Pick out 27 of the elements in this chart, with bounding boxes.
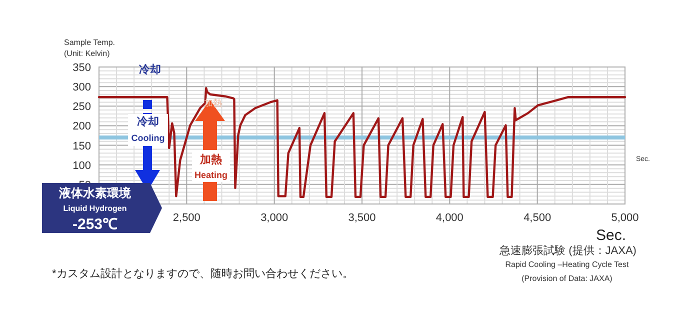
text: 急速膨張試験 (提供：JAXA) <box>498 244 636 257</box>
y-tick-label: 250 <box>72 101 91 114</box>
annotation: Cooling <box>131 133 165 143</box>
text: -253℃ <box>72 216 118 233</box>
annotation: 冷却 <box>137 115 159 128</box>
annotation: 液体水素環境 <box>58 186 132 200</box>
annotation: 加熱 <box>199 153 222 166</box>
x-tick-label: 3,500 <box>348 212 376 224</box>
text: Rapid Cooling –Heating Cycle Test <box>505 260 630 269</box>
x-tick-label: 2,500 <box>172 212 200 224</box>
text: (Provision of Data: JAXA) <box>522 274 613 283</box>
x-tick-label: 4,500 <box>524 212 552 224</box>
annotation: 冷却 <box>139 63 161 76</box>
x-tick-label: 5,000 <box>611 212 639 224</box>
annotation: Liquid Hydrogen <box>63 204 127 213</box>
text: *カスタム設計となりますので、随時お問い合わせください。 <box>52 267 354 280</box>
y-tick-label: 350 <box>72 62 91 74</box>
y-axis-title: Sample Temp. (Unit: Kelvin) <box>64 38 115 58</box>
x-tick-label: 4,000 <box>436 212 464 224</box>
y-tick-label: 200 <box>72 120 91 133</box>
y-tick-label: 150 <box>72 140 91 152</box>
y-tick-label: 300 <box>72 82 91 94</box>
annotation: Heating <box>194 170 228 180</box>
x-tick-label: 3,000 <box>260 212 288 224</box>
x-axis-title: Sec. <box>596 227 626 244</box>
y-tick-label: 100 <box>72 160 91 172</box>
annotation: 加熱 <box>204 98 222 108</box>
